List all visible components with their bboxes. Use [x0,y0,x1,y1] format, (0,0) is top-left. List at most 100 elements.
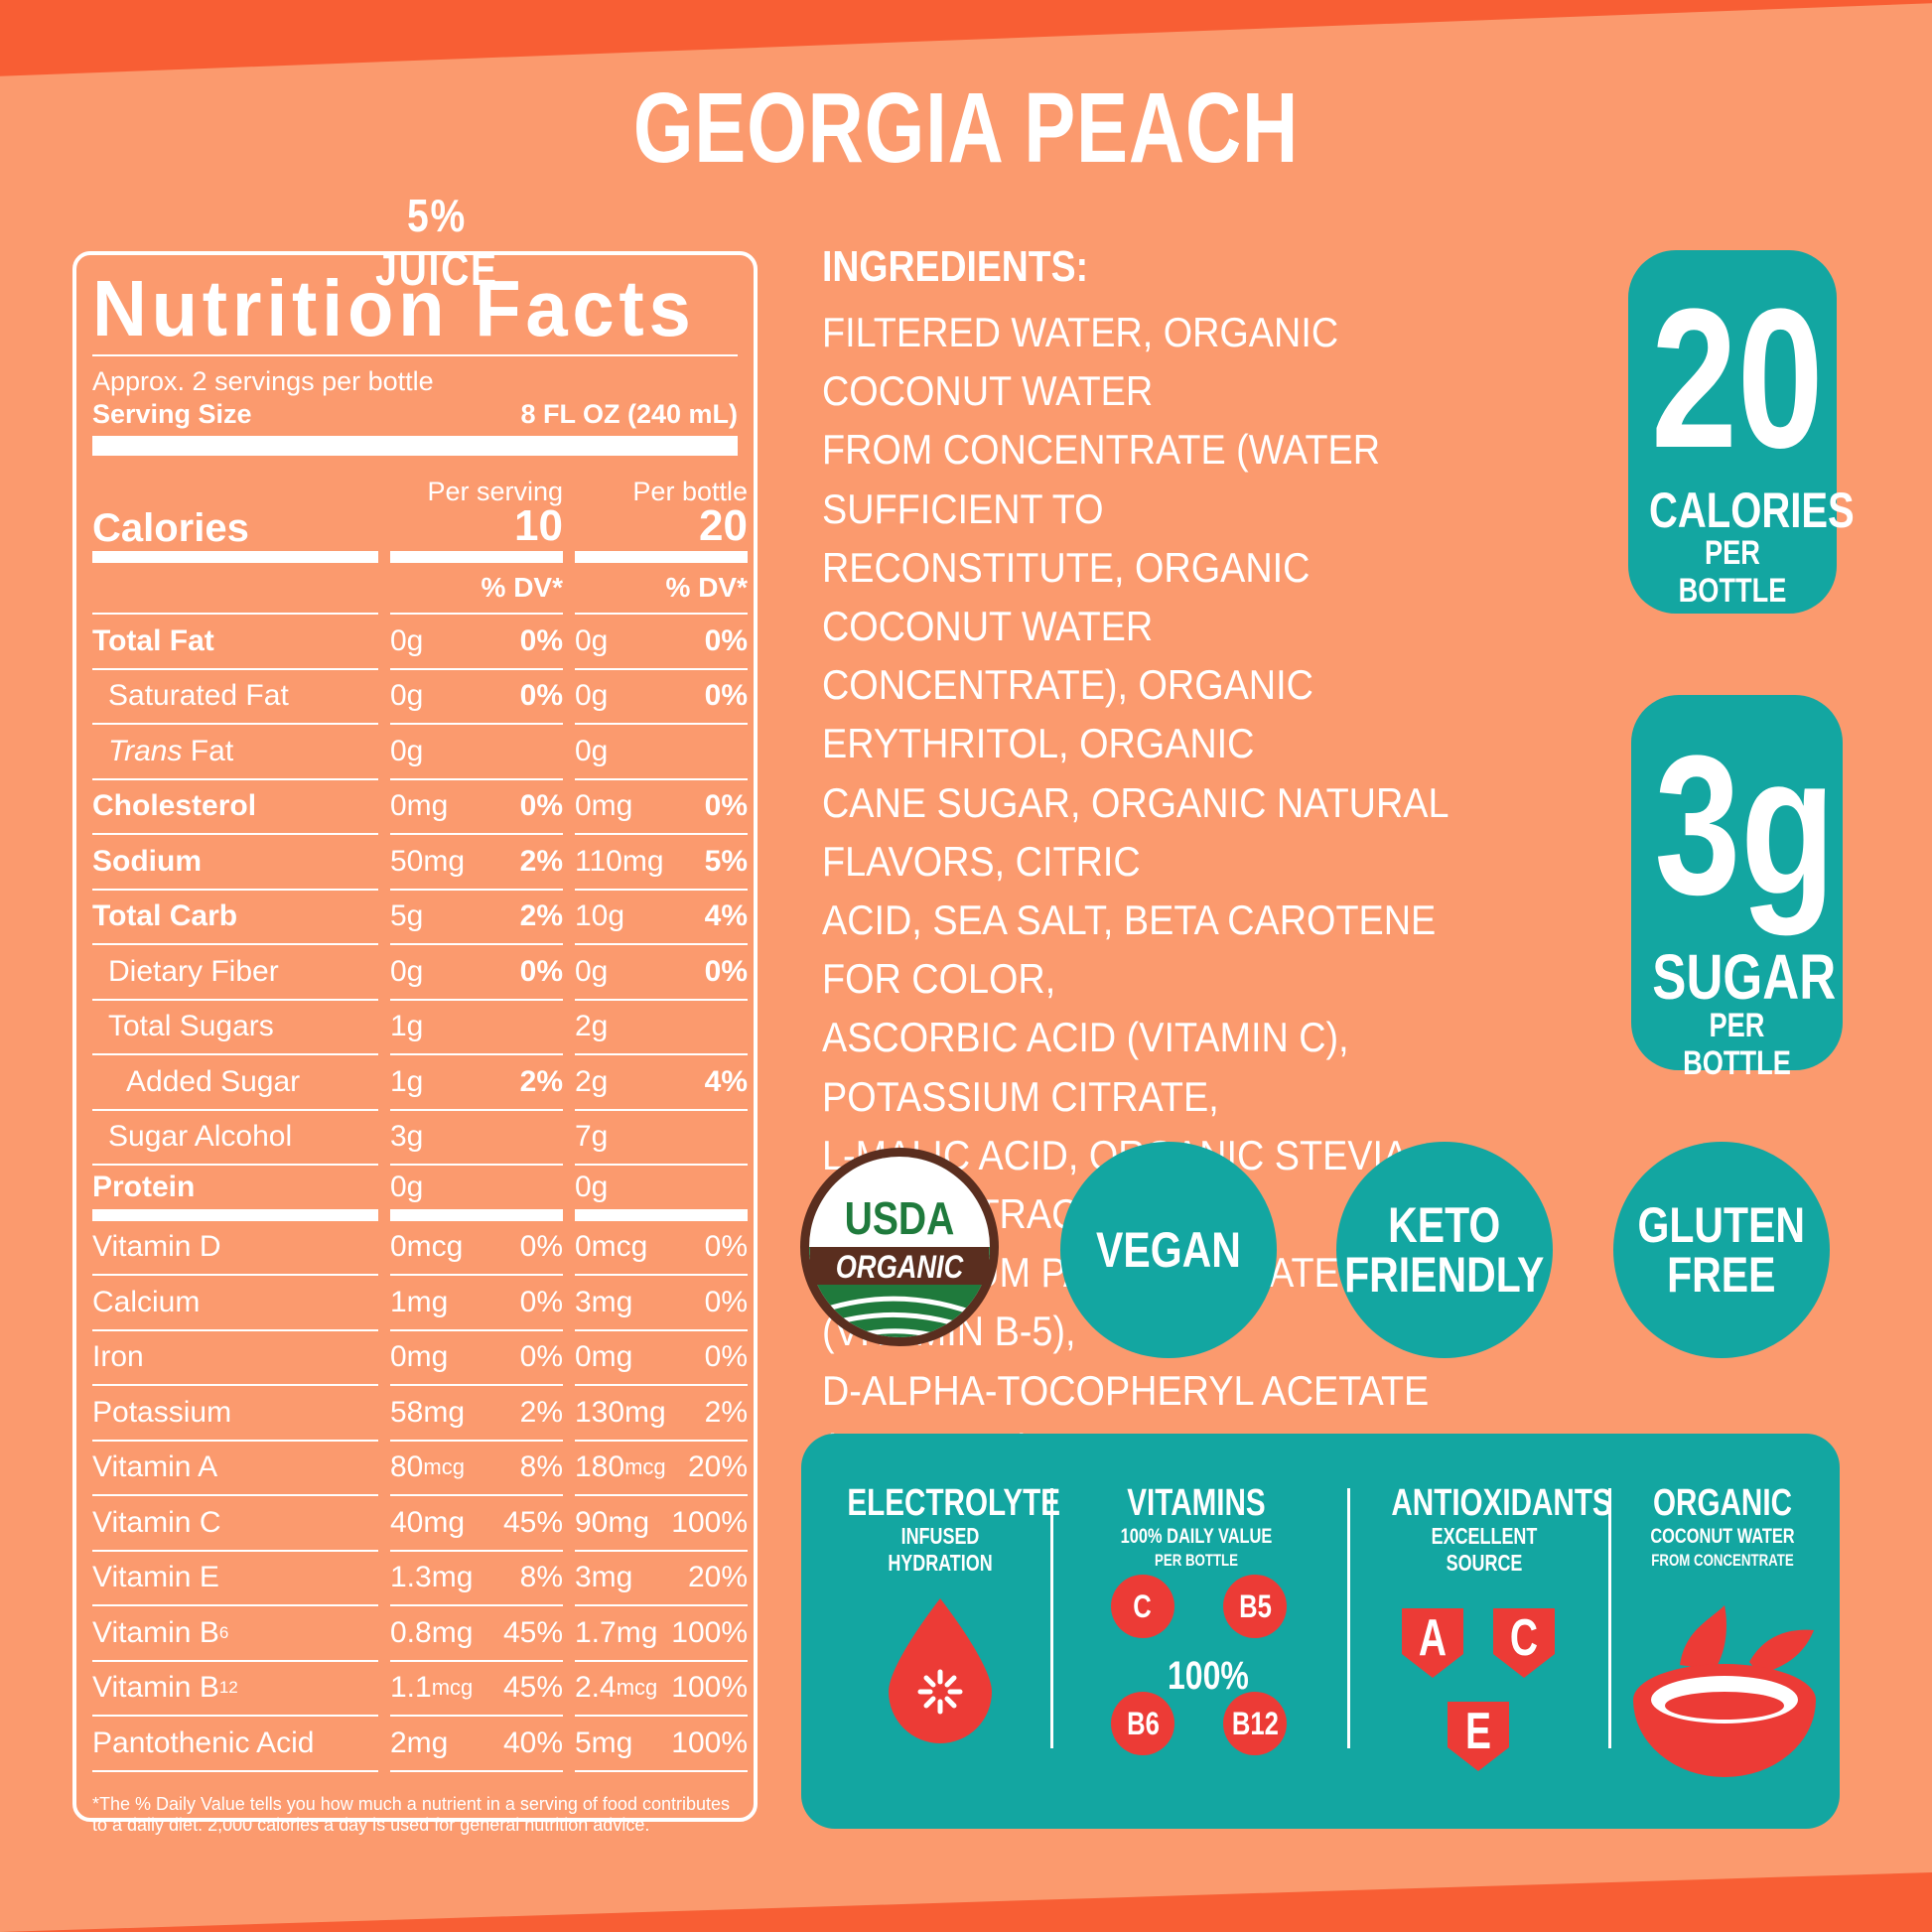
column-gap [378,1717,390,1772]
per-bottle-cell: 0g 0% [575,945,748,1001]
per-serving-cell: 0mg 0% [390,780,563,835]
nutrient-label-text: Dietary Fiber [108,954,279,988]
per-serving-amount: 1.3mg [390,1561,474,1594]
per-serving-amount: 2mg [390,1725,449,1759]
per-bottle-cell: 10g 4% [575,891,748,945]
nutrient-label-text: Vitamin E [92,1561,219,1594]
column-gap [378,615,390,670]
per-bottle-cell: 5mg 100% [575,1717,748,1772]
nutrient-label-text: Cholesterol [92,789,257,823]
nutrient-label: Calcium [92,1276,378,1331]
column-gap [378,1331,390,1387]
gluten-free-badge: GLUTEN FREE [1613,1142,1830,1358]
per-serving-dv: 0% [519,623,563,657]
per-serving-unit: mcg [431,1675,474,1701]
per-serving-amount: 80 [390,1450,424,1484]
per-bottle-dv: 0% [704,679,748,713]
benefits-panel: ELECTROLYTE INFUSED HYDRATION VITAMINS 1… [801,1434,1840,1829]
per-bottle-amount: 1.7mg [575,1615,658,1649]
vitamin-rows: Vitamin D 0mcg 0% 0mcg 0% Calcium 1mg 0% 3mg 0% Ir… [92,1221,748,1772]
per-serving-dv: 40% [502,1725,563,1759]
per-bottle-amount: 90mg [575,1505,650,1539]
coconut-icon [1633,1605,1816,1777]
per-bottle-amount: 2g [575,1064,609,1098]
sugar-stat-number: 3g [1654,715,1836,936]
keto-badge-label: KETO FRIENDLY [1344,1197,1545,1303]
nutrient-label-text: Sodium [92,844,202,878]
per-serving-cell: 5g 2% [390,891,563,945]
per-serving-cell: 50mg 2% [390,835,563,891]
organic-title: ORGANIC [1653,1482,1792,1524]
per-bottle-amount: 0g [575,734,609,767]
vitamin-row: Vitamin A 80 mcg 8% 180 mcg 20% [92,1442,748,1496]
antioxidants-title: ANTIOXIDANTS [1391,1482,1612,1524]
column-gap [563,835,575,891]
per-bottle-cell: 2g 4% [575,1055,748,1111]
per-bottle-cell: 0g [575,1166,748,1221]
column-gap [563,1166,575,1221]
column-gap [563,1386,575,1442]
column-gap [378,1552,390,1607]
column-gap [378,835,390,891]
calories-per-serving: 10 [390,501,563,563]
electrolyte-title: ELECTROLYTE [847,1482,1061,1524]
nutrient-row: Protein 0g 0g [92,1166,748,1221]
column-gap [563,1717,575,1772]
per-serving-cell: 1mg 0% [390,1276,563,1331]
nutrient-row: Total Sugars 1g 2g [92,1001,748,1056]
gluten-badge-label: GLUTEN FREE [1637,1197,1806,1303]
organic-coconut-column: ORGANIC COCONUT WATER FROM CONCENTRATE [1603,1483,1842,1572]
column-gap [378,1386,390,1442]
per-serving-cell: 0g 0% [390,615,563,670]
column-gap [563,725,575,780]
calories-per-bottle: 20 [575,501,748,563]
vitamin-row: Vitamin B 12 1.1 mcg 45% 2.4 mcg 100% [92,1662,748,1717]
thick-divider [92,436,738,456]
column-divider [1050,1488,1053,1748]
column-gap [378,670,390,726]
vegan-badge-label: VEGAN [1096,1222,1241,1278]
per-serving-dv: 2% [519,1064,563,1098]
nutrient-label-text: Total Sugars [108,1010,274,1043]
nutrient-label-text: Iron [92,1340,144,1374]
per-bottle-cell: 130mg 2% [575,1386,748,1442]
per-serving-amount: 0g [390,623,424,657]
vitamin-row: Pantothenic Acid 2mg 40% 5mg 100% [92,1717,748,1772]
per-serving-cell: 0mcg 0% [390,1221,563,1276]
nutrient-row: Dietary Fiber 0g 0% 0g 0% [92,945,748,1001]
organic-line1: COCONUT WATER [1650,1525,1795,1548]
column-gap [378,1606,390,1662]
nutrition-facts-title: Nutrition Facts [92,264,696,352]
per-bottle-amount: 0mg [575,1340,633,1374]
per-serving-amount: 1mg [390,1285,449,1318]
per-bottle-dv: 0% [704,1285,748,1318]
per-serving-amount: 3g [390,1120,424,1154]
per-serving-dv: 8% [519,1561,563,1594]
water-drop-icon [889,1598,992,1743]
column-gap [563,1001,575,1056]
nutrient-label-text: Added Sugar [126,1064,301,1098]
column-divider [1608,1488,1611,1748]
antioxidants-line2: SOURCE [1446,1550,1523,1576]
per-bottle-cell: 110mg 5% [575,835,748,891]
nutrient-label: Trans Fat [92,725,378,780]
per-serving-cell: 0g [390,725,563,780]
per-serving-amount: 1g [390,1064,424,1098]
per-serving-amount: 50mg [390,844,466,878]
serving-size-label: Serving Size [92,399,252,429]
per-serving-dv: 0% [519,1230,563,1264]
nutrient-label-subscript: 6 [218,1622,229,1642]
column-gap [563,1331,575,1387]
per-bottle-amount: 0g [575,1170,609,1203]
per-bottle-cell: 0mg 0% [575,780,748,835]
column-gap [563,615,575,670]
vitamins-center-percent: 100% [1168,1654,1249,1698]
vitamin-c-circle: C [1111,1575,1174,1638]
per-serving-dv: 2% [519,1395,563,1429]
column-gap [563,1276,575,1331]
vitamins-column: VITAMINS 100% DAILY VALUE PER BOTTLE [1077,1483,1315,1572]
per-serving-amount: 0.8mg [390,1615,474,1649]
sugar-stat-label: SUGAR [1652,941,1837,1013]
per-bottle-dv: 0% [704,1340,748,1374]
footnote: *The % Daily Value tells you how much a … [92,1793,731,1835]
